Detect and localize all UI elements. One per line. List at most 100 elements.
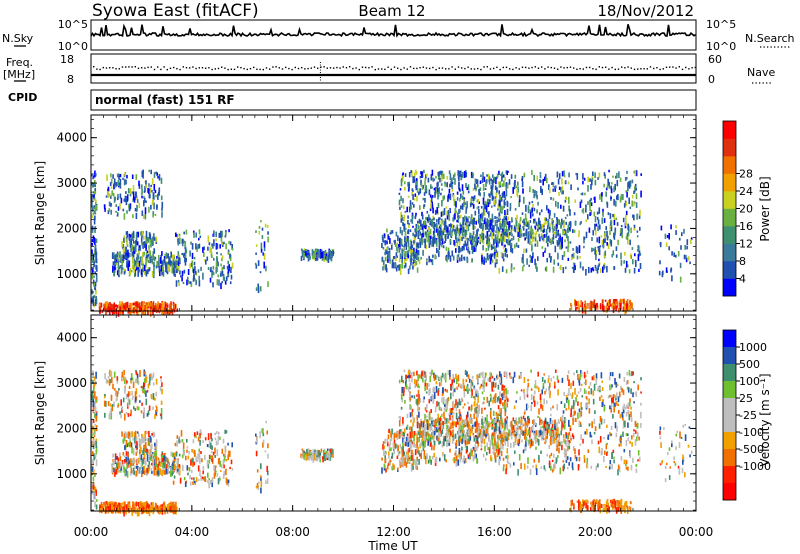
echo-cell [486, 202, 488, 207]
echo-cell [305, 455, 307, 461]
echo-cell [137, 380, 140, 385]
echo-cell [156, 506, 158, 511]
echo-cell [125, 394, 128, 400]
echo-cell [594, 216, 597, 223]
echo-cell [447, 227, 449, 233]
echo-cell [221, 266, 224, 272]
echo-cell [483, 203, 486, 210]
echo-cell [454, 172, 456, 177]
echo-cell [480, 224, 482, 229]
nave-dot [496, 66, 498, 68]
echo-cell [535, 221, 538, 226]
echo-cell [495, 230, 497, 234]
echo-cell [515, 185, 518, 189]
nave-dot [665, 66, 668, 69]
echo-cell [110, 504, 113, 508]
echo-cell [492, 174, 494, 178]
echo-cell [493, 254, 496, 259]
echo-cell [107, 506, 110, 509]
echo-cell [486, 442, 488, 447]
echo-cell [178, 453, 181, 457]
echo-cell [623, 304, 626, 311]
echo-cell [114, 196, 117, 201]
echo-cell [583, 236, 585, 244]
echo-cell [423, 204, 426, 207]
echo-cell [123, 235, 126, 240]
echo-cell [401, 217, 404, 221]
echo-cell [95, 449, 98, 455]
echo-cell [679, 262, 682, 269]
echo-cell [144, 305, 146, 311]
echo-cell [115, 398, 118, 402]
echo-cell [476, 234, 478, 240]
echo-cell [635, 188, 637, 191]
echo-cell [210, 442, 212, 449]
echo-cell [300, 255, 303, 261]
echo-cell [91, 393, 93, 400]
echo-cell [469, 232, 471, 238]
echo-cell [255, 450, 258, 457]
echo-cell [498, 396, 500, 401]
echo-cell [516, 214, 518, 220]
echo-cell [111, 376, 113, 384]
echo-cell [496, 223, 498, 230]
echo-cell [494, 256, 497, 263]
echo-cell [600, 268, 602, 273]
echo-cell [159, 462, 162, 467]
echo-cell [231, 468, 234, 471]
echo-cell [434, 254, 436, 260]
echo-cell [493, 225, 495, 232]
nave-dot [451, 66, 453, 68]
echo-cell [324, 251, 327, 254]
echo-cell [486, 253, 489, 260]
echo-cell [229, 281, 232, 285]
echo-cell [551, 182, 554, 185]
echo-cell [600, 304, 602, 310]
echo-cell [94, 412, 96, 419]
echo-cell [94, 430, 96, 434]
echo-cell [263, 241, 266, 248]
echo-cell [331, 252, 333, 259]
echo-cell [95, 199, 97, 203]
echo-cell [104, 302, 107, 306]
echo-cell [567, 241, 570, 248]
echo-cell [606, 307, 608, 313]
echo-cell [148, 193, 151, 199]
echo-cell [95, 238, 98, 244]
freq-left-tick-top: 18 [60, 53, 74, 66]
echo-cell [561, 189, 563, 195]
echo-cell [124, 172, 126, 177]
echo-cell [198, 243, 201, 249]
echo-cell [93, 275, 95, 278]
echo-cell [522, 266, 524, 272]
echo-cell [625, 190, 627, 193]
echo-cell [637, 254, 640, 262]
echo-cell [173, 303, 175, 310]
echo-cell [429, 237, 432, 245]
echo-cell [597, 177, 599, 180]
echo-cell [613, 213, 616, 221]
echo-cell [599, 304, 602, 307]
echo-cell [561, 218, 563, 226]
echo-cell [139, 451, 141, 458]
echo-cell [384, 256, 387, 262]
echo-cell [558, 192, 560, 196]
nave-dot [403, 67, 405, 69]
echo-cell [140, 237, 143, 243]
echo-cell [575, 301, 578, 307]
echo-cell [139, 455, 142, 462]
echo-cell [477, 240, 479, 243]
echo-cell [404, 428, 406, 434]
echo-cell [517, 181, 519, 186]
echo-cell [109, 302, 111, 307]
echo-cell [122, 502, 124, 505]
echo-cell [517, 245, 520, 248]
echo-cell [578, 249, 581, 253]
echo-cell [148, 468, 150, 472]
echo-cell [576, 255, 579, 260]
nave-dot [672, 66, 674, 68]
echo-cell [481, 253, 483, 256]
echo-cell [471, 217, 474, 221]
echo-cell [384, 249, 387, 253]
echo-cell [182, 240, 185, 244]
